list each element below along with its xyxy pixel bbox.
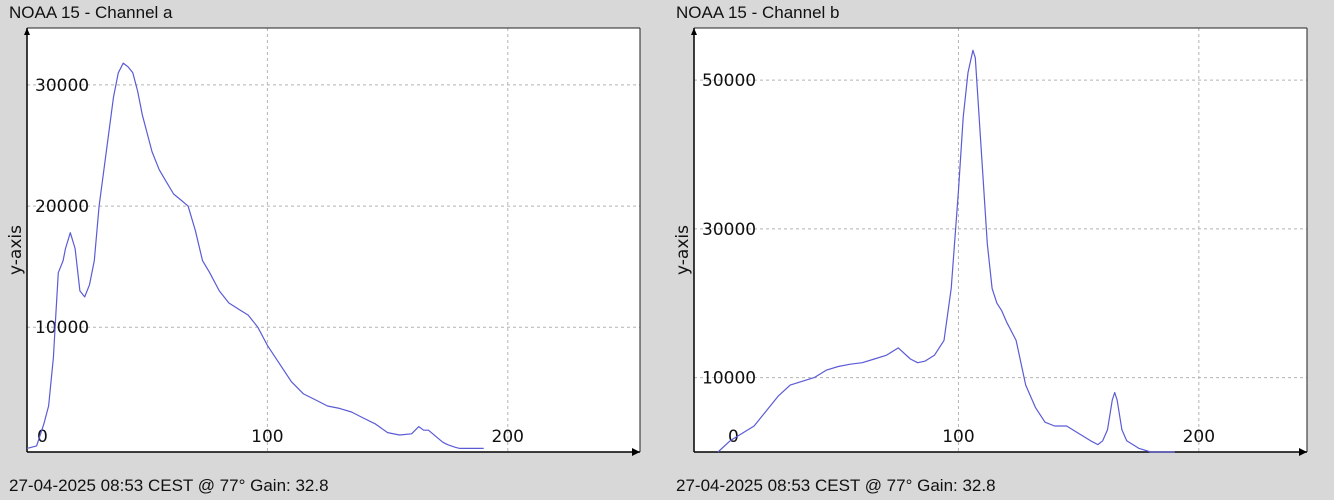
x-tick-label: 200	[1183, 427, 1215, 447]
y-axis-title: y-axis	[673, 225, 693, 275]
y-tick-label: 30000	[702, 220, 756, 240]
y-tick-label: 30000	[35, 76, 89, 96]
x-tick-label: 100	[942, 427, 974, 447]
line-chart-channel-a: 10000 20000 30000 0 100 200 y-axis	[6, 27, 641, 456]
series-line	[717, 49, 1175, 453]
y-axis-title: y-axis	[6, 225, 26, 275]
chart-panel-channel-a: NOAA 15 - Channel a 10000 20000 30000 0 100 2…	[6, 3, 641, 495]
y-tick-label: 50000	[702, 71, 756, 91]
y-tick-label: 20000	[35, 197, 89, 217]
y-tick-label: 10000	[35, 318, 89, 338]
series-line	[26, 62, 484, 449]
x-tick-label: 0	[37, 427, 48, 447]
plot-area	[694, 28, 1307, 452]
x-axis-arrow	[632, 448, 640, 456]
plot-area	[27, 28, 640, 452]
x-tick-label: 100	[251, 427, 283, 447]
y-axis-arrow	[24, 28, 30, 35]
x-tick-label: 0	[728, 427, 739, 447]
x-tick-label: 200	[492, 427, 524, 447]
chart-panel-channel-b: NOAA 15 - Channel b 10000 30000 50000 0 100 2…	[667, 0, 1334, 500]
y-axis-arrow	[691, 28, 697, 35]
line-chart-channel-b: 10000 30000 50000 0 100 200 y-axis	[673, 27, 1308, 456]
chart-footer: 27-04-2025 08:53 CEST @ 77° Gain: 32.8	[9, 476, 329, 495]
chart-title: NOAA 15 - Channel b	[676, 3, 840, 22]
y-tick-label: 10000	[702, 369, 756, 389]
chart-title: NOAA 15 - Channel a	[9, 3, 173, 22]
chart-footer: 27-04-2025 08:53 CEST @ 77° Gain: 32.8	[676, 476, 996, 495]
x-axis-arrow	[1299, 448, 1307, 456]
